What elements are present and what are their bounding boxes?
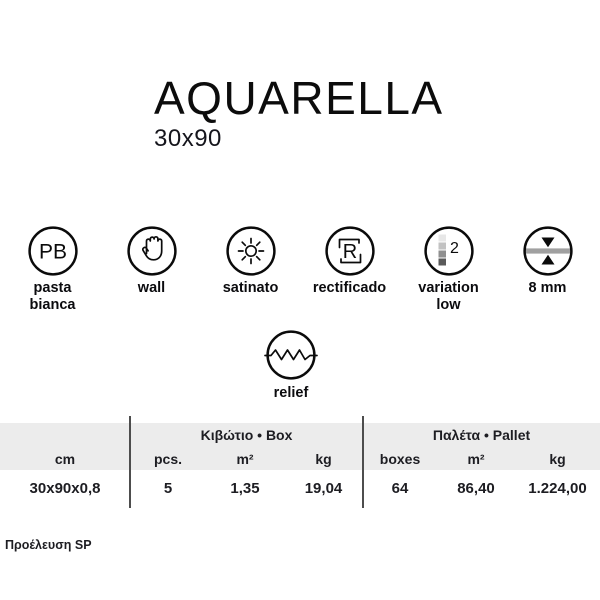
feature-rectificado: R rectificado [300, 225, 399, 315]
column-header-boxes: boxes [363, 447, 437, 470]
row-pallet-boxes: 64 [363, 470, 437, 507]
thickness-icon [522, 226, 573, 276]
row-pallet-kg: 1.224,00 [515, 470, 600, 507]
group-header-pallet: Παλέτα • Pallet [363, 423, 600, 447]
title-block: AQUARELLA 30x90 [154, 74, 444, 153]
relief-icon [264, 330, 318, 380]
group-header-box: Κιβώτιο • Box [130, 423, 363, 447]
row-box-pcs: 5 [130, 470, 206, 507]
column-header-pallet-m2: m² [437, 447, 515, 470]
group-header-empty [0, 423, 130, 447]
pb-glyph: PB [38, 241, 66, 264]
origin-note: Προέλευση SP [5, 538, 92, 552]
row-box-kg: 19,04 [284, 470, 363, 507]
feature-variation: 2 variation low [399, 225, 498, 315]
rectified-icon: R [324, 226, 375, 276]
table-divider [129, 416, 131, 508]
icon-label: satinato [222, 280, 279, 296]
row-pallet-m2: 86,40 [437, 470, 515, 507]
feature-pasta-bianca: PB pasta bianca [3, 225, 102, 315]
column-header-box-m2: m² [206, 447, 284, 470]
column-header-pallet-kg: kg [515, 447, 600, 470]
icon-label: 8 mm [528, 280, 567, 296]
hand-wall-icon [126, 226, 177, 276]
feature-icons-row: PB pasta bianca wall [3, 225, 597, 315]
icon-label: variation low [418, 280, 479, 314]
column-header-cm: cm [0, 447, 130, 470]
feature-thickness: 8 mm [498, 225, 597, 315]
feature-satinato: satinato [201, 225, 300, 315]
pasta-bianca-icon: PB [27, 226, 78, 276]
row-box-m2: 1,35 [206, 470, 284, 507]
product-title: AQUARELLA [154, 72, 444, 124]
icon-label: relief [273, 385, 309, 401]
feature-relief: relief [242, 328, 340, 402]
variation-level: 2 [450, 240, 459, 257]
row-size: 30x90x0,8 [0, 470, 130, 507]
feature-wall: wall [102, 225, 201, 315]
icon-label: pasta bianca [29, 280, 76, 314]
thickness-bar [524, 248, 571, 254]
icon-label: wall [137, 280, 166, 296]
r-glyph: R [342, 241, 356, 263]
product-size: 30x90 [154, 125, 222, 153]
packing-table: Κιβώτιο • Box Παλέτα • Pallet cm pcs. m²… [0, 423, 600, 507]
column-header-pcs: pcs. [130, 447, 206, 470]
table-divider [362, 416, 364, 508]
shade-variation-icon: 2 [423, 226, 474, 276]
icon-label: rectificado [312, 280, 387, 296]
sun-satinato-icon [225, 226, 276, 276]
column-header-box-kg: kg [284, 447, 363, 470]
